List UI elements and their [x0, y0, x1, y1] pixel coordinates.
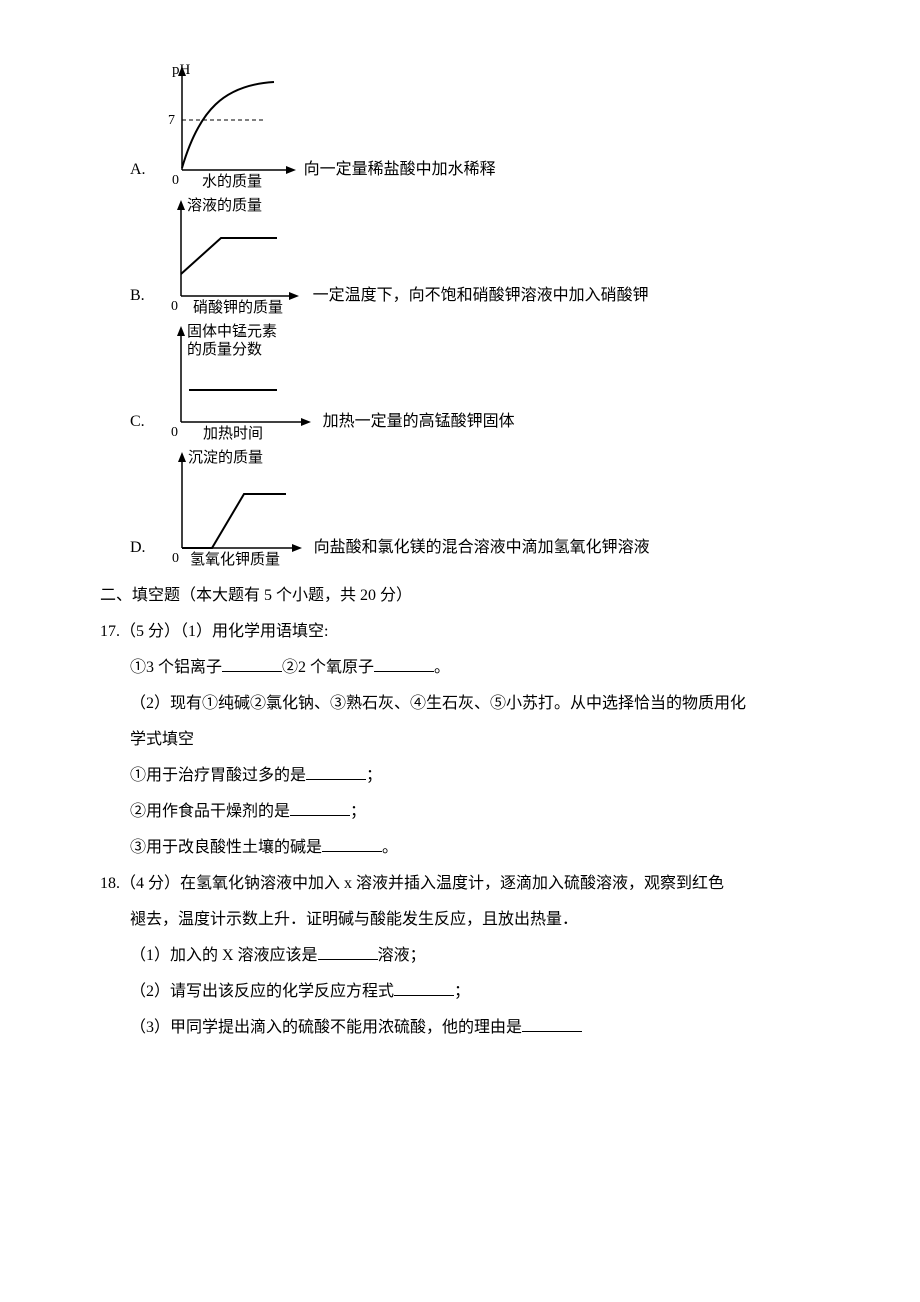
- q17-l2: （2）现有①纯碱②氯化钠、③熟石灰、④生石灰、⑤小苏打。从中选择恰当的物质用化: [130, 688, 820, 720]
- option-a-row: A. pH 7 0 水的质量 向一定量稀盐酸中加水稀释: [130, 60, 820, 190]
- q18-head: 18.（4 分）在氢氧化钠溶液中加入 x 溶液并插入温度计，逐滴加入硫酸溶液，观…: [100, 868, 820, 900]
- chart-c-ylabel2: 的质量分数: [187, 341, 262, 358]
- q17-l1c: 。: [434, 659, 450, 676]
- chart-d-origin: 0: [172, 551, 179, 566]
- blank: [290, 799, 350, 816]
- blank: [306, 763, 366, 780]
- q17-line4: ②用作食品干燥剂的是 ；: [130, 796, 820, 828]
- chart-a-xlabel: 水的质量: [202, 173, 262, 190]
- chart-b-line: [181, 238, 277, 274]
- chart-d-xlabel: 氢氧化钾质量: [190, 551, 280, 568]
- q17-l5b: 。: [382, 839, 398, 856]
- q18-l1: （1）加入的 X 溶液应该是: [130, 947, 318, 964]
- q17-line1: ①3 个铝离子 ②2 个氧原子 。: [130, 652, 820, 684]
- q17-l3b: ；: [366, 767, 382, 784]
- chart-d-xarrow: [292, 544, 302, 552]
- chart-b-xarrow: [289, 292, 299, 300]
- q17-line5: ③用于改良酸性土壤的碱是 。: [130, 832, 820, 864]
- chart-b-origin: 0: [171, 299, 178, 314]
- chart-d-ylabel: 沉淀的质量: [188, 449, 263, 466]
- q18-l1b: 溶液；: [378, 947, 426, 964]
- option-a-label: A.: [130, 154, 146, 190]
- q18-l3: （3）甲同学提出滴入的硫酸不能用浓硫酸，他的理由是: [130, 1019, 522, 1036]
- option-c-text: 加热一定量的高锰酸钾固体: [323, 406, 515, 442]
- q17-l1a: ①3 个铝离子: [130, 659, 222, 676]
- chart-c-origin: 0: [171, 425, 178, 440]
- chart-c-ylabel1: 固体中锰元素: [187, 323, 277, 340]
- blank: [394, 979, 454, 996]
- q17-l5: ③用于改良酸性土壤的碱是: [130, 839, 322, 856]
- option-d-row: D. 沉淀的质量 0 氢氧化钾质量 向盐酸和氯化镁的混合溶液中滴加氢氧化钾溶液: [130, 448, 820, 568]
- chart-a-xarrow: [286, 166, 296, 174]
- chart-b-ylabel: 溶液的质量: [187, 197, 262, 214]
- option-d-text: 向盐酸和氯化镁的混合溶液中滴加氢氧化钾溶液: [314, 532, 650, 568]
- chart-c-yarrow: [177, 326, 185, 336]
- q18-line1: （1）加入的 X 溶液应该是 溶液；: [130, 940, 820, 972]
- chart-b-yarrow: [177, 200, 185, 210]
- q18-l2b: ；: [454, 983, 470, 1000]
- chart-a: pH 7 0 水的质量: [154, 60, 304, 190]
- option-d-label: D.: [130, 532, 146, 568]
- q17-l1b: ②2 个氧原子: [282, 659, 374, 676]
- chart-a-origin: 0: [172, 173, 179, 188]
- chart-d-line: [182, 494, 286, 548]
- blank: [318, 943, 378, 960]
- section-2-title: 二、填空题（本大题有 5 个小题，共 20 分）: [100, 580, 820, 612]
- chart-b: 溶液的质量 0 硝酸钾的质量: [153, 196, 313, 316]
- q17-l4: ②用作食品干燥剂的是: [130, 803, 290, 820]
- q17-line3: ①用于治疗胃酸过多的是 ；: [130, 760, 820, 792]
- chart-c-xarrow: [301, 418, 311, 426]
- option-b-label: B.: [130, 280, 145, 316]
- q18-line3: （3）甲同学提出滴入的硫酸不能用浓硫酸，他的理由是: [130, 1012, 820, 1044]
- option-c-label: C.: [130, 406, 145, 442]
- q18-head2: 褪去，温度计示数上升．证明碱与酸能发生反应，且放出热量．: [130, 904, 820, 936]
- q17-l4b: ；: [350, 803, 366, 820]
- chart-a-curve: [182, 82, 274, 168]
- q17-l3: ①用于治疗胃酸过多的是: [130, 767, 306, 784]
- q18-line2: （2）请写出该反应的化学反应方程式 ；: [130, 976, 820, 1008]
- chart-b-xlabel: 硝酸钾的质量: [193, 299, 283, 316]
- chart-d: 沉淀的质量 0 氢氧化钾质量: [154, 448, 314, 568]
- chart-c-xlabel: 加热时间: [203, 425, 263, 442]
- q17-l2b: 学式填空: [130, 724, 820, 756]
- blank: [522, 1015, 582, 1032]
- blank: [374, 655, 434, 672]
- chart-d-yarrow: [178, 452, 186, 462]
- chart-a-ytick: 7: [168, 113, 175, 128]
- q18-l2: （2）请写出该反应的化学反应方程式: [130, 983, 394, 1000]
- option-b-row: B. 溶液的质量 0 硝酸钾的质量 一定温度下，向不饱和硝酸钾溶液中加入硝酸钾: [130, 196, 820, 316]
- q17-head: 17.（5 分）（1）用化学用语填空:: [100, 616, 820, 648]
- option-b-text: 一定温度下，向不饱和硝酸钾溶液中加入硝酸钾: [313, 280, 649, 316]
- option-a-text: 向一定量稀盐酸中加水稀释: [304, 154, 496, 190]
- option-c-row: C. 固体中锰元素 的质量分数 0 加热时间 加热一定量的高锰酸钾固体: [130, 322, 820, 442]
- blank: [322, 835, 382, 852]
- chart-c: 固体中锰元素 的质量分数 0 加热时间: [153, 322, 323, 442]
- blank: [222, 655, 282, 672]
